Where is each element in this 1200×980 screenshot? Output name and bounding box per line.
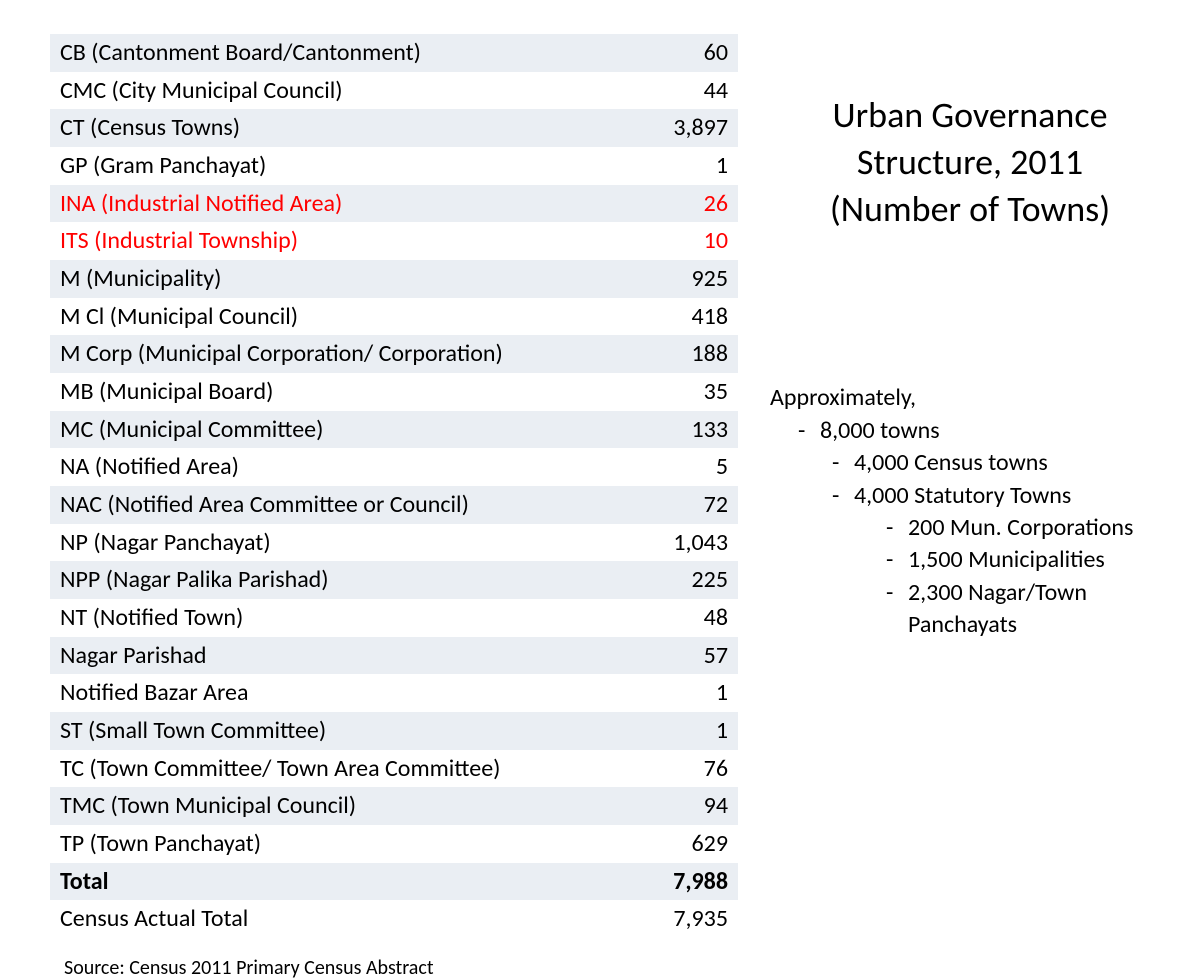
table-row: ITS (Industrial Township)10	[50, 222, 738, 260]
row-label: CT (Census Towns)	[50, 109, 568, 147]
table-row: TP (Town Panchayat)629	[50, 825, 738, 863]
note-item-continuation: Panchayats	[770, 609, 1170, 641]
table-row: CB (Cantonment Board/Cantonment)60	[50, 34, 738, 72]
notes-intro: Approximately,	[770, 382, 1170, 414]
table-row: Total7,988	[50, 863, 738, 901]
table-row: MC (Municipal Committee)133	[50, 411, 738, 449]
notes-list: 8,000 towns4,000 Census towns4,000 Statu…	[770, 415, 1170, 642]
row-label: NAC (Notified Area Committee or Council)	[50, 486, 568, 524]
table-row: TMC (Town Municipal Council)94	[50, 787, 738, 825]
note-item: 4,000 Statutory Towns	[770, 480, 1170, 512]
row-label: TC (Town Committee/ Town Area Committee)	[50, 750, 568, 788]
row-label: M Cl (Municipal Council)	[50, 298, 568, 336]
title-line-2: Structure, 2011	[780, 139, 1160, 186]
row-value: 1	[568, 674, 738, 712]
row-label: NT (Notified Town)	[50, 599, 568, 637]
row-value: 3,897	[568, 109, 738, 147]
row-label: NA (Notified Area)	[50, 448, 568, 486]
right-column: Urban Governance Structure, 2011 (Number…	[770, 92, 1170, 642]
note-item: 1,500 Municipalities	[770, 544, 1170, 576]
governance-table: CB (Cantonment Board/Cantonment)60CMC (C…	[50, 34, 738, 938]
row-label: Notified Bazar Area	[50, 674, 568, 712]
note-item: 8,000 towns	[770, 415, 1170, 447]
table-row: Census Actual Total7,935	[50, 900, 738, 938]
table-row: M (Municipality)925	[50, 260, 738, 298]
row-label: INA (Industrial Notified Area)	[50, 185, 568, 223]
row-value: 225	[568, 561, 738, 599]
title-line-3: (Number of Towns)	[780, 186, 1160, 233]
note-item: 2,300 Nagar/Town	[770, 577, 1170, 609]
note-item: 200 Mun. Corporations	[770, 512, 1170, 544]
slide: CB (Cantonment Board/Cantonment)60CMC (C…	[0, 0, 1200, 910]
table-row: NT (Notified Town)48	[50, 599, 738, 637]
table-row: NA (Notified Area)5	[50, 448, 738, 486]
row-label: NPP (Nagar Palika Parishad)	[50, 561, 568, 599]
governance-table-body: CB (Cantonment Board/Cantonment)60CMC (C…	[50, 34, 738, 938]
table-row: TC (Town Committee/ Town Area Committee)…	[50, 750, 738, 788]
table-row: Nagar Parishad57	[50, 637, 738, 675]
row-label: MC (Municipal Committee)	[50, 411, 568, 449]
summary-notes: Approximately, 8,000 towns4,000 Census t…	[770, 382, 1170, 641]
table-row: NAC (Notified Area Committee or Council)…	[50, 486, 738, 524]
row-label: TP (Town Panchayat)	[50, 825, 568, 863]
row-value: 35	[568, 373, 738, 411]
row-value: 94	[568, 787, 738, 825]
row-value: 1	[568, 712, 738, 750]
table-row: INA (Industrial Notified Area)26	[50, 185, 738, 223]
row-value: 76	[568, 750, 738, 788]
row-label: ST (Small Town Committee)	[50, 712, 568, 750]
row-value: 44	[568, 72, 738, 110]
row-value: 7,988	[568, 863, 738, 901]
table-row: NPP (Nagar Palika Parishad)225	[50, 561, 738, 599]
row-label: CB (Cantonment Board/Cantonment)	[50, 34, 568, 72]
row-value: 1,043	[568, 524, 738, 562]
row-value: 10	[568, 222, 738, 260]
row-value: 5	[568, 448, 738, 486]
table-row: CT (Census Towns)3,897	[50, 109, 738, 147]
row-value: 72	[568, 486, 738, 524]
row-label: GP (Gram Panchayat)	[50, 147, 568, 185]
title-line-1: Urban Governance	[780, 92, 1160, 139]
row-value: 188	[568, 335, 738, 373]
note-item: 4,000 Census towns	[770, 447, 1170, 479]
row-label: MB (Municipal Board)	[50, 373, 568, 411]
row-label: Nagar Parishad	[50, 637, 568, 675]
row-value: 629	[568, 825, 738, 863]
table-row: Notified Bazar Area1	[50, 674, 738, 712]
table-row: GP (Gram Panchayat)1	[50, 147, 738, 185]
slide-title: Urban Governance Structure, 2011 (Number…	[780, 92, 1160, 232]
table-row: NP (Nagar Panchayat)1,043	[50, 524, 738, 562]
row-value: 57	[568, 637, 738, 675]
table-row: M Cl (Municipal Council)418	[50, 298, 738, 336]
table-row: M Corp (Municipal Corporation/ Corporati…	[50, 335, 738, 373]
row-value: 7,935	[568, 900, 738, 938]
table-row: ST (Small Town Committee)1	[50, 712, 738, 750]
row-value: 26	[568, 185, 738, 223]
row-value: 133	[568, 411, 738, 449]
source-note: Source: Census 2011 Primary Census Abstr…	[50, 956, 738, 980]
row-label: TMC (Town Municipal Council)	[50, 787, 568, 825]
row-label: M Corp (Municipal Corporation/ Corporati…	[50, 335, 568, 373]
row-value: 418	[568, 298, 738, 336]
row-label: ITS (Industrial Township)	[50, 222, 568, 260]
row-value: 1	[568, 147, 738, 185]
table-row: CMC (City Municipal Council)44	[50, 72, 738, 110]
row-value: 925	[568, 260, 738, 298]
row-label: Census Actual Total	[50, 900, 568, 938]
governance-table-wrap: CB (Cantonment Board/Cantonment)60CMC (C…	[50, 34, 738, 980]
row-value: 60	[568, 34, 738, 72]
table-row: MB (Municipal Board)35	[50, 373, 738, 411]
row-label: CMC (City Municipal Council)	[50, 72, 568, 110]
row-value: 48	[568, 599, 738, 637]
row-label: M (Municipality)	[50, 260, 568, 298]
row-label: NP (Nagar Panchayat)	[50, 524, 568, 562]
row-label: Total	[50, 863, 568, 901]
